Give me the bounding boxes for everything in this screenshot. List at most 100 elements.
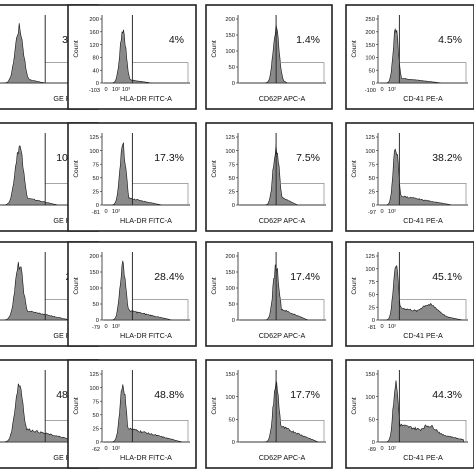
x-tick-label: 0 <box>104 209 107 215</box>
y-tick-label: 50 <box>229 65 235 71</box>
y-tick-label: 0 <box>96 440 99 446</box>
y-tick-label: 0 <box>96 318 99 324</box>
panel-frame <box>345 4 474 110</box>
y-axis-label: Count <box>351 277 358 295</box>
y-tick-label: 150 <box>365 43 375 49</box>
histogram-panel-r3-c3: 17.4% 200 150 100 50 0 Count CD62P APC-A <box>205 241 333 347</box>
y-tick-label: 250 <box>365 17 375 23</box>
y-tick-label: 100 <box>365 395 375 401</box>
y-tick-label: 50 <box>93 302 99 308</box>
y-tick-label: 50 <box>229 418 235 424</box>
histogram-panel-r2-c3: 7.5% 125 100 75 50 25 0 Count CD62P APC-A <box>205 122 333 232</box>
y-tick-label: 100 <box>89 149 99 155</box>
y-tick-label: 150 <box>225 33 235 39</box>
x-axis-label: HLA-DR FITC-A <box>120 453 172 462</box>
y-tick-label: 50 <box>369 418 375 424</box>
y-tick-label: 150 <box>365 372 375 378</box>
x-tick-label: 10² <box>112 209 120 215</box>
y-tick-label: 200 <box>365 30 375 36</box>
percent-label: 7.5% <box>296 152 320 164</box>
y-tick-label: 125 <box>225 135 235 141</box>
y-tick-label: 100 <box>225 395 235 401</box>
percent-label: 4% <box>169 34 184 46</box>
y-tick-label: 160 <box>89 30 99 36</box>
y-tick-label: 200 <box>225 17 235 23</box>
y-tick-label: 40 <box>93 68 99 74</box>
histogram-area <box>104 384 190 443</box>
percent-label: 1.4% <box>296 34 320 46</box>
y-tick-label: 50 <box>93 413 99 419</box>
y-tick-label: 100 <box>365 149 375 155</box>
histogram-area <box>240 23 326 84</box>
x-min-label: -103 <box>89 88 100 94</box>
y-tick-label: 0 <box>96 81 99 87</box>
y-tick-label: 0 <box>372 318 375 324</box>
x-tick-label: 0 <box>104 446 107 452</box>
y-tick-label: 80 <box>93 56 99 62</box>
x-axis-label: HLA-DR FITC-A <box>120 331 172 340</box>
y-tick-label: 25 <box>369 190 375 196</box>
y-axis-label: Count <box>211 40 218 58</box>
y-tick-label: 0 <box>372 440 375 446</box>
y-tick-label: 50 <box>369 68 375 74</box>
histogram-area <box>240 143 326 206</box>
x-tick-label: 10² <box>112 87 120 93</box>
x-axis-label: CD62P APC-A <box>259 453 306 462</box>
x-min-label: -81 <box>92 210 100 216</box>
y-axis-label: Count <box>73 277 80 295</box>
x-tick-label: 0 <box>104 87 107 93</box>
y-tick-label: 75 <box>93 399 99 405</box>
y-tick-label: 25 <box>93 190 99 196</box>
percent-label: 17.7% <box>290 389 320 401</box>
y-tick-label: 0 <box>372 81 375 87</box>
x-axis-label: CD62P APC-A <box>259 94 306 103</box>
y-tick-label: 50 <box>229 176 235 182</box>
y-tick-label: 150 <box>225 270 235 276</box>
y-tick-label: 75 <box>93 162 99 168</box>
y-tick-label: 100 <box>89 386 99 392</box>
panel-frame <box>205 122 333 232</box>
y-tick-label: 100 <box>225 149 235 155</box>
x-min-label: -97 <box>368 210 376 216</box>
y-tick-label: 50 <box>229 302 235 308</box>
x-min-label: -89 <box>368 447 376 453</box>
y-tick-label: 125 <box>89 135 99 141</box>
percent-label: 17.3% <box>154 152 184 164</box>
y-tick-label: 0 <box>232 81 235 87</box>
y-tick-label: 0 <box>232 203 235 209</box>
y-tick-label: 25 <box>229 190 235 196</box>
x-axis-label: CD-41 PE-A <box>403 94 443 103</box>
x-axis-label: CD62P APC-A <box>259 331 306 340</box>
y-tick-label: 75 <box>369 280 375 286</box>
histogram-area <box>240 379 326 443</box>
histogram-area <box>380 27 468 84</box>
x-tick-label: 10² <box>388 324 396 330</box>
x-axis-label: CD-41 PE-A <box>403 331 443 340</box>
histogram-area <box>240 264 326 321</box>
panel-frame <box>345 241 474 347</box>
x-min-label: -79 <box>92 325 100 331</box>
x-tick-label: 0 <box>380 209 383 215</box>
percent-label: 28.4% <box>154 271 184 283</box>
panel-frame <box>345 359 474 469</box>
x-tick-label: 0 <box>380 87 383 93</box>
y-tick-label: 0 <box>232 440 235 446</box>
y-tick-label: 100 <box>225 286 235 292</box>
x-min-label: -62 <box>92 447 100 453</box>
panel-frame <box>205 4 333 110</box>
y-tick-label: 0 <box>96 203 99 209</box>
x-min-label: -100 <box>365 88 376 94</box>
y-tick-label: 150 <box>89 270 99 276</box>
y-tick-label: 100 <box>225 49 235 55</box>
percent-label: 38.2% <box>432 152 462 164</box>
y-tick-label: 125 <box>365 254 375 260</box>
y-axis-label: Count <box>351 160 358 178</box>
panel-frame <box>205 359 333 469</box>
percent-label: 45.1% <box>432 271 462 283</box>
